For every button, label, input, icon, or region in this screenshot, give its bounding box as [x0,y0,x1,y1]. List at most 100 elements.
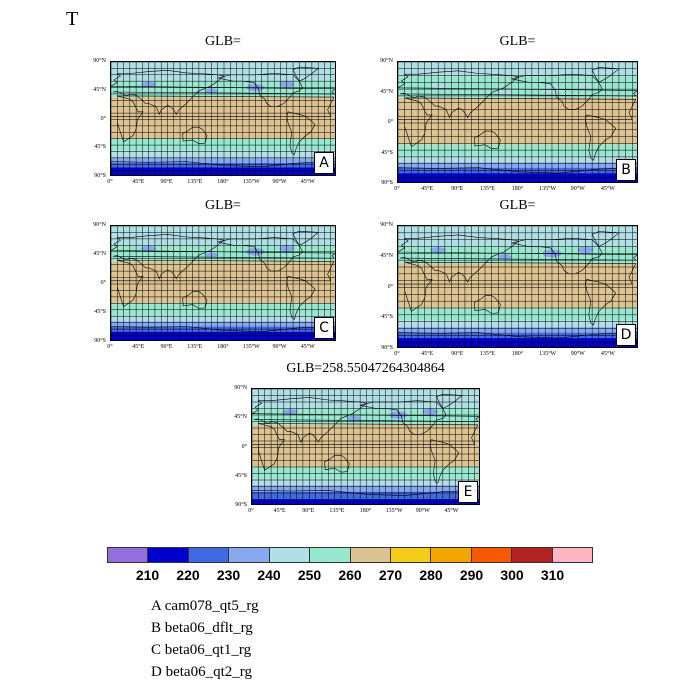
lon-tick-label: 90°W [570,351,585,357]
panel-title: GLB= [499,34,536,49]
lon-tick-label: 90°W [415,508,430,514]
temperature-band [111,261,335,304]
temperature-band [252,424,479,467]
lon-tick-label: 135°W [242,344,260,350]
legend-name: beta06_qt2_rg [165,664,252,680]
lat-tick-label: 45°S [381,149,393,156]
lat-tick-label: 90°S [381,345,393,351]
figure-title: T [66,8,79,30]
coastline [252,397,479,444]
lat-tick-label: 0° [387,283,393,290]
legend-key: C [151,642,162,658]
lat-tick-label: 0° [387,119,393,125]
colorbar-label: 210 [135,567,160,583]
lon-tick-label: 135°W [539,351,557,357]
temperature-band [111,167,335,175]
lat-tick-label: 90°N [234,385,247,391]
lon-tick-label: 135°E [329,508,345,514]
coastline [111,69,335,116]
temperature-band [398,308,637,321]
legend-name: beta06_dflt_rg [164,620,253,636]
lat-tick-label: 90°N [93,222,106,228]
colorbar-label: 220 [176,567,200,583]
map-svg [398,62,637,182]
legend-key: A [151,598,162,614]
panel-letter: D [616,324,636,346]
map-svg [111,226,335,340]
lat-tick-label: 45°S [235,472,247,479]
lon-tick-label: 45°W [300,344,315,350]
temperature-band [398,327,637,333]
coastline [182,291,208,309]
map-panel-e: GLB=258.55047264304864 E 90°N 45°N 0° 45°S 90… [234,361,480,514]
map-panel-a: GLB= A 90°N 45°N 0° 45°S 90°S 0° 45°E 90°E 135°E 1… [93,34,336,185]
coastline [324,455,350,473]
coastline [473,130,501,150]
colorbar-swatch [512,548,553,562]
colorbar-swatch [108,548,149,562]
legend-key: B [151,620,162,636]
lon-tick-label: 90°E [451,351,464,357]
legend-entry-a: A cam078_qt5_rg [151,598,259,615]
temperature-band [252,499,479,504]
colorbar-swatch [552,548,593,562]
colorbar-label: 310 [540,567,565,583]
temperature-band [111,314,335,322]
lon-tick-label: 135°E [479,186,495,192]
lon-tick-label: 180° [217,344,229,350]
lon-tick-label: 135°W [385,508,403,514]
lat-tick-label: 0° [241,443,247,450]
temperature-band [252,408,479,425]
map-plot-area [397,225,638,348]
panel-letter: A [314,152,334,174]
temperature-band [398,155,637,163]
colorbar-label: 240 [257,567,281,583]
lon-tick-label: 45°E [421,351,434,357]
colorbar-label: 270 [378,567,403,583]
colorbar-label: 250 [297,567,322,583]
colorbar-label: 230 [216,567,241,583]
temperature-band [111,321,335,327]
map-plot-area [251,388,480,505]
colorbar-swatch [390,548,432,562]
panel-title: GLB= [499,198,536,213]
lon-tick-label: 135°E [479,351,495,357]
coastline [473,295,501,314]
lon-tick-label: 45°E [273,508,286,514]
map-plot-area [397,61,638,183]
lon-tick-label: 45°W [300,179,315,185]
lat-tick-label: 45°S [381,314,393,321]
lat-tick-label: 90°N [380,58,393,64]
temperature-band [252,485,479,492]
lon-tick-label: 90°E [302,508,315,514]
colorbar [107,547,593,563]
temperature-band [111,157,335,163]
panel-letter: E [458,481,478,503]
lon-tick-label: 0° [394,186,400,192]
legend-name: cam078_qt5_rg [164,598,259,614]
temperature-band [111,331,335,340]
lat-tick-label: 45°N [93,86,106,93]
panel-title: GLB=258.55047264304864 [286,361,445,376]
lon-tick-label: 45°W [600,351,615,357]
temperature-band [111,150,335,158]
lon-tick-label: 90°E [160,344,173,350]
map-plot-area [110,225,336,341]
colorbar-label: 280 [419,567,443,583]
temperature-band [398,162,637,168]
temperature-band [111,138,335,151]
map-svg [252,389,479,504]
temperature-band [252,467,479,479]
panel-title: GLB= [205,34,241,49]
coastline [398,70,637,119]
colorbar-label: 260 [338,567,362,583]
lat-tick-label: 45°N [380,88,393,95]
temperature-band [398,246,637,264]
legend-entry-c: C beta06_qt1_rg [151,642,251,659]
lon-tick-label: 45°W [600,186,615,192]
colorbar-swatch [188,548,230,562]
temperature-band [111,62,335,82]
temperature-band [252,478,479,486]
lat-tick-label: 90°S [381,180,393,186]
temperature-band [398,263,637,308]
